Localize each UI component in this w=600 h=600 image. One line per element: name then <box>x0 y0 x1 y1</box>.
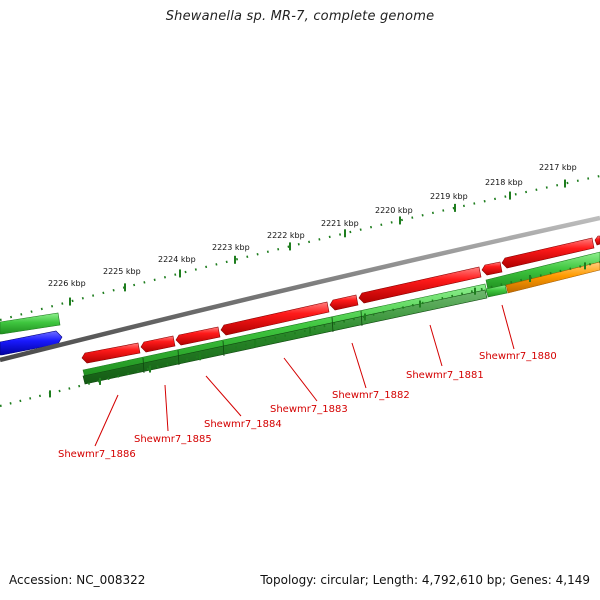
map-title: Shewanella sp. MR-7, complete genome <box>165 9 435 24</box>
scale-label: 2226 kbp <box>48 279 86 288</box>
gene-label: Shewmr7_1886 <box>58 449 136 460</box>
segment-dividers <box>142 310 363 374</box>
gene-arrow <box>594 235 600 246</box>
left-features <box>0 312 63 356</box>
scale-label: 2224 kbp <box>158 255 196 264</box>
gene-label: Shewmr7_1884 <box>204 419 282 430</box>
inner-scale-ticks <box>49 262 586 398</box>
outer-scale-ticks <box>69 179 566 306</box>
outer-scale: 2226 kbp 2225 kbp 2224 kbp 2223 kbp 2222… <box>0 163 600 322</box>
gene-arrow <box>81 342 141 364</box>
inner-scale <box>0 260 600 408</box>
gene-arrow <box>220 301 330 336</box>
scale-label: 2223 kbp <box>212 243 250 252</box>
scale-label: 2221 kbp <box>321 219 359 228</box>
gene-arrow <box>329 294 359 311</box>
scale-labels: 2226 kbp 2225 kbp 2224 kbp 2223 kbp 2222… <box>48 163 577 288</box>
gene-label: Shewmr7_1885 <box>134 434 212 445</box>
gene-arrow <box>140 335 176 353</box>
gene-arrow <box>358 266 482 304</box>
scale-label: 2217 kbp <box>539 163 577 172</box>
genome-backbone <box>0 215 600 363</box>
gene-label: Shewmr7_1883 <box>270 404 348 415</box>
scale-label: 2225 kbp <box>103 267 141 276</box>
orange-feature <box>505 261 600 294</box>
left-cds-feature <box>0 312 61 335</box>
scale-label: 2218 kbp <box>485 178 523 187</box>
scale-label: 2220 kbp <box>375 206 413 215</box>
genome-summary: Topology: circular; Length: 4,792,610 bp… <box>260 573 590 587</box>
gene-label: Shewmr7_1880 <box>479 351 557 362</box>
gene-arrow <box>501 237 595 269</box>
label-leaders <box>94 304 515 447</box>
cds-dark-band <box>82 289 488 385</box>
cds-bands <box>82 251 600 385</box>
accession-text: Accession: NC_008322 <box>9 573 146 587</box>
gene-arrow <box>175 326 221 346</box>
outer-scale-line <box>0 174 600 322</box>
gene-arrow <box>481 261 503 276</box>
cds-band-right <box>485 251 600 291</box>
gene-arrows <box>81 235 600 364</box>
scale-label: 2222 kbp <box>267 231 305 240</box>
gene-label: Shewmr7_1882 <box>332 390 410 401</box>
gene-labels: Shewmr7_1886 Shewmr7_1885 Shewmr7_1884 S… <box>58 351 557 460</box>
scale-label: 2219 kbp <box>430 192 468 201</box>
gene-label: Shewmr7_1881 <box>406 370 484 381</box>
